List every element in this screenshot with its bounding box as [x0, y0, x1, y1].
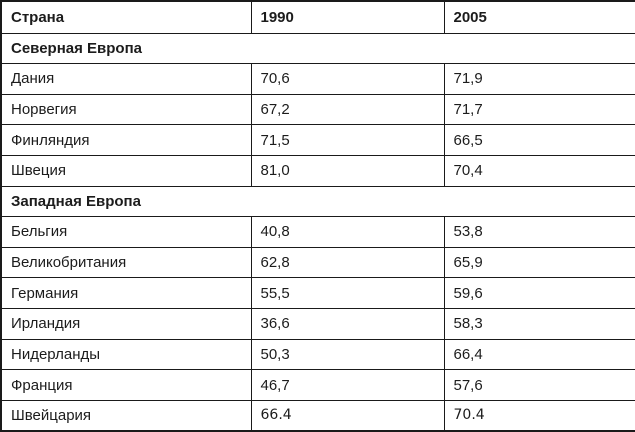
- value-2005-cell: 71,9: [443, 63, 635, 95]
- table-row-netherlands: Нидерланды 50,3 66,4: [0, 338, 635, 371]
- country-cell: Германия: [0, 277, 252, 309]
- country-cell: Бельгия: [0, 216, 252, 248]
- country-cell: Норвегия: [0, 93, 252, 126]
- value-1990-cell: 50,3: [250, 338, 445, 371]
- table-row-switzerland: Швейцария 66.4 70.4: [0, 399, 635, 432]
- value-1990-cell: 46,7: [250, 369, 445, 401]
- value-2005-cell: 70,4: [443, 154, 635, 187]
- column-header-country: Страна: [0, 0, 252, 34]
- table-row-denmark: Дания 70,6 71,9: [0, 63, 635, 95]
- table-row-norway: Норвегия 67,2 71,7: [0, 93, 635, 126]
- column-header-2005: 2005: [443, 0, 635, 34]
- value-2005-cell: 65,9: [443, 246, 635, 279]
- column-header-1990: 1990: [250, 0, 445, 34]
- value-1990-cell: 40,8: [250, 216, 445, 248]
- section-row-western-europe: Западная Европа: [0, 185, 635, 218]
- value-2005-cell: 58,3: [443, 307, 635, 340]
- country-cell: Нидерланды: [0, 338, 252, 371]
- country-cell: Финляндия: [0, 124, 252, 156]
- value-1990-cell: 66.4: [250, 399, 445, 432]
- value-2005-cell: 57,6: [443, 369, 635, 401]
- value-2005-cell: 59,6: [443, 277, 635, 309]
- section-title: Северная Европа: [0, 32, 635, 65]
- value-1990-cell: 36,6: [250, 307, 445, 340]
- value-2005-cell: 70.4: [443, 399, 635, 432]
- value-1990-cell: 71,5: [250, 124, 445, 156]
- section-row-northern-europe: Северная Европа: [0, 32, 635, 65]
- value-1990-cell: 81,0: [250, 154, 445, 187]
- value-1990-cell: 70,6: [250, 63, 445, 95]
- value-2005-cell: 66,5: [443, 124, 635, 156]
- country-cell: Швеция: [0, 154, 252, 187]
- country-cell: Дания: [0, 63, 252, 95]
- value-2005-cell: 71,7: [443, 93, 635, 126]
- value-2005-cell: 66,4: [443, 338, 635, 371]
- header-row: Страна 1990 2005: [0, 0, 635, 34]
- section-title: Западная Европа: [0, 185, 635, 218]
- value-2005-cell: 53,8: [443, 216, 635, 248]
- table-row-sweden: Швеция 81,0 70,4: [0, 154, 635, 187]
- value-1990-cell: 55,5: [250, 277, 445, 309]
- table-row-germany: Германия 55,5 59,6: [0, 277, 635, 309]
- value-1990-cell: 67,2: [250, 93, 445, 126]
- country-cell: Ирландия: [0, 307, 252, 340]
- value-1990-cell: 62,8: [250, 246, 445, 279]
- country-cell: Швейцария: [0, 399, 252, 432]
- country-cell: Франция: [0, 369, 252, 401]
- table-row-belgium: Бельгия 40,8 53,8: [0, 216, 635, 248]
- table-row-france: Франция 46,7 57,6: [0, 369, 635, 401]
- table-row-ireland: Ирландия 36,6 58,3: [0, 307, 635, 340]
- table-row-uk: Великобритания 62,8 65,9: [0, 246, 635, 279]
- country-cell: Великобритания: [0, 246, 252, 279]
- table-row-finland: Финляндия 71,5 66,5: [0, 124, 635, 156]
